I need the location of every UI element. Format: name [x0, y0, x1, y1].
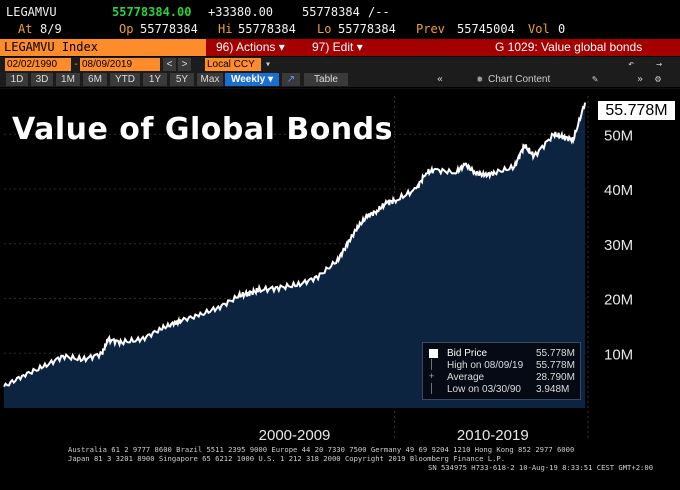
- line-chart-icon[interactable]: ↗: [282, 73, 300, 86]
- low-marker-icon: │: [429, 383, 435, 393]
- average-marker-icon: +: [429, 371, 435, 381]
- period-toolbar: 1D 3D 1M 6M YTD 1Y 5Y Max Weekly ▾ ↗ Tab…: [0, 72, 680, 87]
- y-axis-ticks: 10M 20M 30M 40M 50M: [604, 127, 633, 363]
- period-max-button[interactable]: Max: [197, 73, 223, 86]
- next-period-button[interactable]: >: [178, 58, 191, 71]
- footer: Australia 61 2 9777 8600 Brazil 5511 239…: [0, 445, 680, 490]
- low-value: 55778384: [338, 22, 396, 36]
- high-label: Hi: [218, 22, 233, 36]
- currency-select[interactable]: Local CCY: [205, 58, 261, 71]
- chevron-down-icon[interactable]: ▾: [265, 59, 272, 70]
- legend-label: Average: [447, 372, 485, 383]
- start-date-input[interactable]: 02/02/1990: [5, 58, 71, 71]
- legend-row-average: + Average 28.790M: [423, 371, 580, 383]
- open-value: 55778384: [140, 22, 198, 36]
- edit-icon[interactable]: ✎: [592, 74, 599, 85]
- overlay-title: Value of Global Bonds: [12, 112, 393, 147]
- x-axis-labels: 2000-2009 2010-2019: [259, 427, 529, 444]
- bid-value: 55778384: [302, 5, 360, 19]
- legend-row-low: │ Low on 03/30/90 3.948M: [423, 383, 580, 395]
- period-ytd-button[interactable]: YTD: [110, 73, 140, 86]
- legend-label: High on 08/09/19: [447, 360, 524, 371]
- last-price: 55778384.00: [112, 5, 192, 19]
- prev-period-button[interactable]: <: [163, 58, 176, 71]
- y-tick-label: 50M: [604, 127, 633, 144]
- y-tick-label: 40M: [604, 182, 633, 199]
- y-tick-label: 20M: [604, 292, 633, 309]
- ticker-symbol: LEGAMVU: [6, 5, 57, 19]
- actions-menu[interactable]: 96) Actions ▾: [216, 40, 285, 54]
- edit-menu[interactable]: 97) Edit ▾: [312, 40, 363, 54]
- prev-value: 55745004: [457, 22, 515, 36]
- legend-label: Low on 03/30/90: [447, 384, 521, 395]
- y-tick-label: 30M: [604, 237, 633, 254]
- price-change: +33380.00: [208, 5, 274, 19]
- settings-icon[interactable]: ❅: [477, 74, 484, 85]
- table-button[interactable]: Table: [304, 73, 348, 86]
- period-1d-button[interactable]: 1D: [6, 73, 28, 86]
- bond-value-chart: 10M 20M 30M 40M 50M 2000-2009 2010-2019: [0, 88, 680, 444]
- collapse-icon[interactable]: «: [437, 74, 444, 85]
- last-value-label: 55.778M: [598, 101, 675, 120]
- high-marker-icon: │: [429, 359, 435, 369]
- forward-icon[interactable]: →: [656, 59, 663, 70]
- chart-legend[interactable]: Bid Price 55.778M │ High on 08/09/19 55.…: [422, 342, 581, 400]
- legend-value: 28.790M: [536, 372, 575, 383]
- open-label: Op: [119, 22, 134, 36]
- series-line: [3, 102, 587, 388]
- bid-price-swatch: [429, 349, 438, 358]
- x-axis-label: 2010-2019: [457, 427, 529, 444]
- period-5y-button[interactable]: 5Y: [170, 73, 194, 86]
- page-title: G 1029: Value global bonds: [495, 40, 643, 54]
- high-value: 55778384: [238, 22, 296, 36]
- gear-icon[interactable]: ⚙: [655, 74, 662, 85]
- at-label: At: [18, 22, 33, 36]
- volume-value: 0: [558, 22, 566, 36]
- period-1y-button[interactable]: 1Y: [143, 73, 167, 86]
- series-area-fill: [4, 102, 586, 408]
- legend-value: 55.778M: [536, 360, 575, 371]
- y-tick-label: 10M: [604, 346, 633, 363]
- security-name-field[interactable]: LEGAMVU Index: [0, 39, 206, 56]
- volume-label: Vol: [528, 22, 550, 36]
- at-value: 8/9: [40, 22, 62, 36]
- period-1m-button[interactable]: 1M: [56, 73, 80, 86]
- frequency-select[interactable]: Weekly ▾: [225, 73, 279, 86]
- legend-row-bid-price: Bid Price 55.778M: [423, 348, 580, 359]
- date-separator: -: [73, 59, 80, 70]
- prev-label: Prev: [416, 22, 445, 36]
- quote-line-2: At 8/9 Op 55778384 Hi 55778384 Lo 557783…: [0, 22, 680, 38]
- quote-line-1: LEGAMVU 55778384.00 +33380.00 55778384 /…: [0, 5, 680, 21]
- chart-content-button[interactable]: Chart Content: [488, 74, 551, 85]
- period-6m-button[interactable]: 6M: [83, 73, 107, 86]
- period-3d-button[interactable]: 3D: [31, 73, 53, 86]
- footer-contacts-line: Australia 61 2 9777 8600 Brazil 5511 239…: [68, 445, 575, 454]
- legend-value: 3.948M: [536, 384, 570, 395]
- date-toolbar: 02/02/1990 - 08/09/2019 < > Local CCY ▾ …: [0, 57, 680, 72]
- footer-session-line: SN 534975 H733-618-2 10-Aug-19 8:33:51 C…: [428, 463, 654, 472]
- x-axis-label: 2000-2009: [259, 427, 331, 444]
- legend-value: 55.778M: [536, 348, 575, 359]
- legend-row-high: │ High on 08/09/19 55.778M: [423, 359, 580, 371]
- end-date-input[interactable]: 08/09/2019: [80, 58, 160, 71]
- legend-label: Bid Price: [447, 348, 488, 359]
- expand-icon[interactable]: »: [637, 74, 644, 85]
- bid-suffix: /--: [368, 5, 390, 19]
- low-label: Lo: [317, 22, 332, 36]
- footer-copyright-line: Japan 81 3 3201 8900 Singapore 65 6212 1…: [68, 454, 506, 463]
- undo-icon[interactable]: ↶: [628, 59, 635, 70]
- security-header-bar: LEGAMVU Index 96) Actions ▾ 97) Edit ▾ G…: [0, 39, 680, 56]
